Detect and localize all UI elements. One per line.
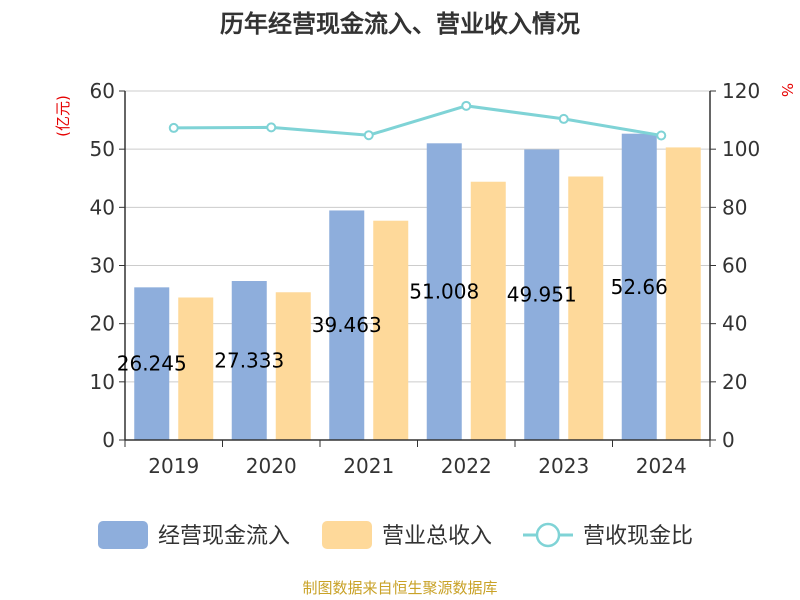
ratio-point — [656, 130, 667, 141]
bar-revenue — [178, 297, 214, 440]
x-tick-label: 2021 — [343, 454, 394, 478]
bar-cash-inflow — [524, 149, 560, 440]
legend-label-ratio: 营收现金比 — [583, 524, 693, 549]
bar-revenue — [275, 292, 311, 440]
right-tick-label: 40 — [722, 312, 747, 336]
bar-data-label: 26.245 — [117, 352, 187, 376]
x-tick-label: 2023 — [538, 454, 589, 478]
axes: 0 10 20 30 40 50 60 0 20 40 60 80 100 120 2019 2020 2021… — [90, 79, 761, 478]
legend-marker-ratio — [535, 522, 561, 548]
bar-revenue — [470, 181, 506, 441]
data-labels: 26.245 27.333 39.463 51.008 49.951 52.66 — [117, 275, 668, 376]
ratio-point — [363, 130, 374, 141]
right-axis-unit: % — [778, 83, 796, 97]
x-tick-label: 2020 — [246, 454, 297, 478]
grid — [125, 90, 710, 383]
left-axis-unit: (亿元) — [54, 95, 72, 137]
bar-revenue — [373, 220, 409, 440]
right-tick-label: 0 — [722, 428, 735, 452]
ratio-line — [168, 100, 667, 141]
bar-cash-inflow — [231, 281, 267, 440]
ratio-line-path — [173, 104, 662, 137]
left-tick-label: 20 — [90, 312, 115, 336]
x-tick-label: 2024 — [636, 454, 687, 478]
x-tick-label: 2019 — [148, 454, 199, 478]
left-tick-label: 60 — [90, 79, 115, 103]
legend-swatch-revenue — [322, 521, 372, 549]
bar-cash-inflow — [426, 143, 462, 440]
legend-label-cash-inflow: 经营现金流入 — [158, 524, 290, 549]
ratio-point — [461, 100, 472, 111]
x-tick-label: 2022 — [441, 454, 492, 478]
ratio-point — [266, 122, 277, 133]
right-tick-label: 20 — [722, 370, 747, 394]
bar-cash-inflow — [621, 133, 657, 440]
chart-title: 历年经营现金流入、营业收入情况 — [220, 10, 580, 38]
ratio-point — [168, 122, 179, 133]
bar-data-label: 39.463 — [312, 313, 382, 337]
right-tick-label: 120 — [722, 79, 760, 103]
left-tick-label: 10 — [90, 370, 115, 394]
ratio-point — [558, 113, 569, 124]
bar-revenue — [665, 147, 701, 440]
left-tick-label: 30 — [90, 254, 115, 278]
bar-data-label: 52.66 — [611, 275, 668, 299]
source-note: 制图数据来自恒生聚源数据库 — [302, 579, 497, 597]
bars — [134, 133, 701, 441]
right-tick-label: 60 — [722, 254, 747, 278]
left-tick-label: 50 — [90, 137, 115, 161]
bar-data-label: 51.008 — [409, 280, 479, 304]
legend: 经营现金流入 营业总收入 营收现金比 — [98, 521, 693, 549]
bar-cash-inflow — [329, 210, 365, 440]
bar-data-label: 27.333 — [214, 349, 284, 373]
right-tick-label: 100 — [722, 137, 760, 161]
bar-revenue — [568, 176, 604, 440]
left-tick-label: 40 — [90, 195, 115, 219]
legend-swatch-cash-inflow — [98, 521, 148, 549]
bar-cash-inflow — [134, 287, 170, 440]
right-tick-label: 80 — [722, 195, 747, 219]
legend-label-revenue: 营业总收入 — [382, 524, 492, 549]
left-tick-label: 0 — [102, 428, 115, 452]
bar-data-label: 49.951 — [507, 283, 577, 307]
